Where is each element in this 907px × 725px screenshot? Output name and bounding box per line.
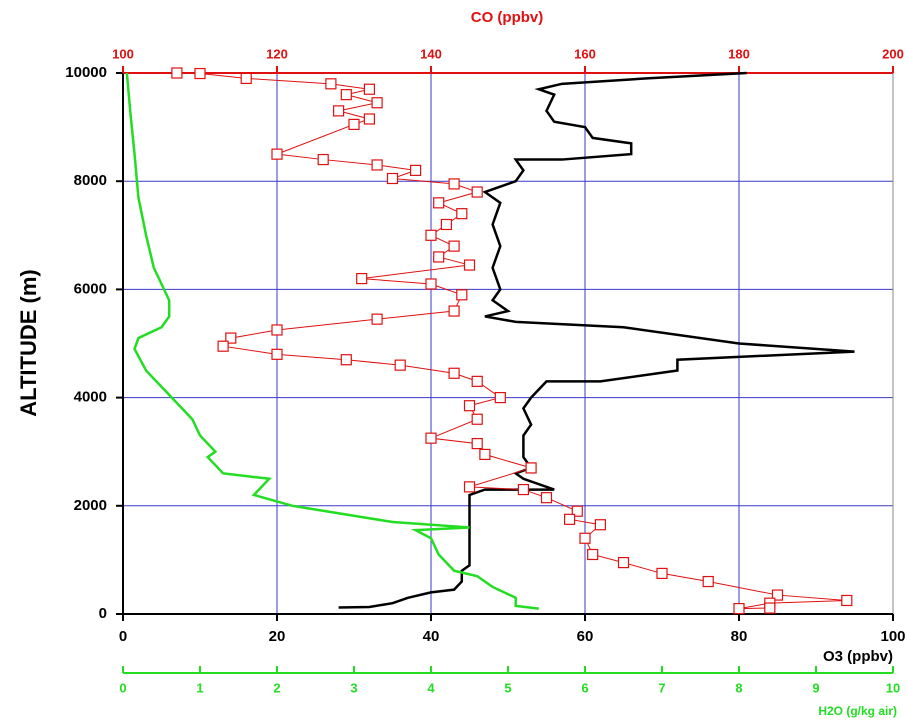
data-marker [317, 153, 329, 166]
x3-tick-label: 3 [350, 680, 357, 695]
data-marker [448, 367, 460, 379]
data-marker [463, 259, 476, 271]
series-line [338, 71, 855, 609]
x2-tick-label: 200 [882, 46, 904, 61]
data-marker [371, 97, 383, 109]
data-marker [656, 567, 668, 580]
data-marker [471, 186, 483, 198]
data-marker [225, 332, 237, 344]
plot-frame [122, 72, 894, 615]
data-marker [764, 602, 776, 614]
data-marker [371, 159, 383, 171]
data-marker [517, 483, 530, 496]
data-marker [340, 354, 352, 366]
y-tick-label: 6000 [74, 280, 107, 297]
series-line [125, 72, 539, 610]
data-marker [433, 197, 445, 209]
x-tick-label: 60 [577, 628, 594, 645]
data-marker [733, 602, 745, 615]
data-marker [456, 208, 468, 220]
x2-axis-title: CO (ppbv) [471, 9, 544, 26]
data-marker [587, 548, 599, 561]
data-marker [433, 251, 445, 263]
data-marker [348, 118, 360, 130]
x3-tick-label: 5 [504, 680, 511, 695]
data-marker [448, 305, 460, 317]
data-marker [579, 532, 591, 544]
data-marker [240, 72, 252, 85]
data-marker [333, 105, 345, 117]
x3-axis-title: H2O (g/kg air) [818, 704, 897, 718]
x3-tick-label: 9 [812, 680, 819, 695]
y-tick-label: 2000 [74, 497, 107, 514]
x3-tick-label: 10 [886, 680, 900, 695]
data-marker [386, 172, 399, 185]
data-marker [448, 178, 460, 190]
x3-tick-label: 2 [273, 680, 280, 695]
x3-tick-label: 1 [196, 680, 203, 695]
x-tick-label: 20 [269, 628, 286, 645]
data-marker [448, 240, 460, 252]
x2-tick-label: 180 [728, 46, 750, 61]
data-marker [271, 324, 283, 336]
data-marker [217, 340, 229, 352]
x-tick-label: 100 [880, 628, 905, 645]
data-marker [771, 589, 784, 601]
data-marker [471, 437, 483, 450]
data-marker [340, 89, 352, 101]
data-marker [494, 392, 506, 404]
x3-tick-label: 0 [119, 680, 126, 695]
y-tick-label: 10000 [65, 64, 107, 81]
data-marker [271, 348, 283, 360]
data-marker [325, 78, 337, 90]
data-marker [456, 289, 468, 301]
data-marker [463, 481, 476, 493]
data-marker [356, 272, 368, 285]
data-marker [540, 492, 553, 504]
x3-tick-label: 7 [658, 680, 665, 695]
x-axis-title: O3 (ppbv) [823, 648, 893, 665]
x2-tick-label: 120 [266, 46, 288, 61]
x2-tick-label: 100 [112, 46, 134, 61]
data-marker [702, 575, 714, 588]
data-marker [410, 164, 422, 176]
data-marker [617, 557, 630, 569]
data-marker [440, 218, 452, 231]
data-marker [471, 375, 483, 387]
x2-tick-label: 160 [574, 46, 596, 61]
data-marker [371, 313, 383, 325]
data-marker [471, 413, 483, 425]
y-axis-title: ALTITUDE (m) [16, 269, 41, 416]
x-tick-label: 40 [423, 628, 440, 645]
x-tick-label: 80 [731, 628, 748, 645]
data-marker [525, 462, 537, 474]
data-marker [841, 594, 853, 607]
data-marker [571, 505, 583, 517]
data-marker [171, 67, 183, 79]
x3-tick-label: 8 [735, 680, 742, 695]
data-marker [563, 513, 576, 525]
data-marker [594, 519, 607, 531]
data-marker [271, 148, 283, 160]
data-marker [363, 113, 375, 125]
x-tick-label: 0 [119, 628, 127, 645]
data-marker [479, 448, 491, 461]
data-marker [425, 229, 437, 241]
y-tick-label: 8000 [74, 172, 107, 189]
data-marker [463, 400, 476, 412]
y-tick-label: 0 [99, 605, 107, 622]
x2-tick-label: 140 [420, 46, 442, 61]
x3-tick-label: 4 [427, 680, 435, 695]
data-marker [425, 278, 437, 290]
data-marker [363, 83, 375, 95]
data-marker [194, 67, 206, 80]
data-marker [394, 359, 406, 371]
y-tick-label: 4000 [74, 389, 107, 406]
data-marker [425, 432, 437, 444]
x3-tick-label: 6 [581, 680, 588, 695]
